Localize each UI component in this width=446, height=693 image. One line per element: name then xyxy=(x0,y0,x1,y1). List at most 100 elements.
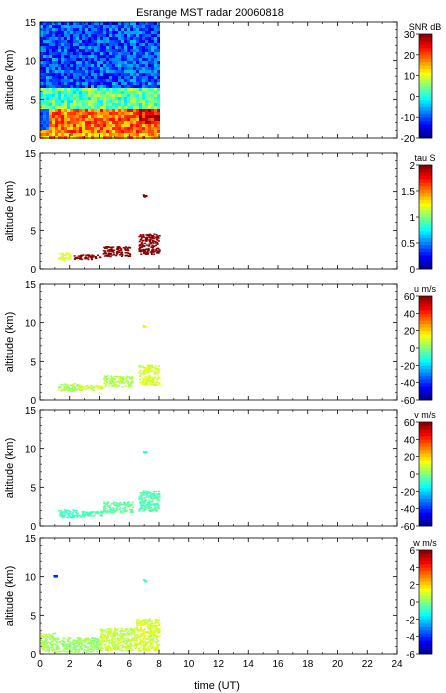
snr-cell xyxy=(145,34,148,37)
data-point xyxy=(92,642,95,645)
data-point xyxy=(140,496,143,498)
data-point xyxy=(119,638,122,641)
data-point xyxy=(139,500,142,503)
snr-cell xyxy=(52,127,55,130)
data-point xyxy=(141,499,143,501)
snr-cell xyxy=(148,40,151,43)
snr-cell xyxy=(97,82,100,85)
data-point xyxy=(109,506,112,509)
snr-cell xyxy=(58,130,61,133)
data-point xyxy=(62,637,65,639)
snr-cell xyxy=(154,133,157,136)
snr-cell xyxy=(142,82,145,85)
snr-cell xyxy=(64,64,67,67)
snr-cell xyxy=(103,73,106,76)
snr-cell xyxy=(145,52,148,55)
snr-cell xyxy=(142,61,145,64)
data-point xyxy=(69,641,72,644)
data-point xyxy=(91,650,94,653)
snr-cell xyxy=(46,22,49,25)
data-point xyxy=(152,248,155,251)
snr-cell xyxy=(88,64,91,67)
snr-cell xyxy=(136,37,139,40)
snr-cell xyxy=(46,52,49,55)
snr-cell xyxy=(142,118,145,121)
data-point xyxy=(126,649,129,652)
data-point xyxy=(155,641,158,644)
snr-cell xyxy=(88,61,91,64)
snr-cell xyxy=(130,85,133,88)
snr-cell xyxy=(49,130,52,133)
snr-cell xyxy=(40,55,43,58)
data-point xyxy=(56,651,59,653)
data-point xyxy=(152,235,155,238)
data-point xyxy=(119,507,122,509)
snr-cell xyxy=(112,61,115,64)
data-point xyxy=(139,373,142,375)
snr-cell xyxy=(73,91,76,94)
x-axis-label: time (UT) xyxy=(194,680,240,692)
data-point xyxy=(150,510,153,512)
data-point xyxy=(135,627,138,629)
data-point xyxy=(74,648,77,650)
data-point xyxy=(106,640,109,642)
snr-cell xyxy=(85,55,88,58)
snr-cell xyxy=(100,25,103,28)
data-point xyxy=(68,645,71,648)
colorbar-segment xyxy=(419,456,432,461)
snr-cell xyxy=(82,91,85,94)
snr-cell xyxy=(127,127,130,130)
snr-cell xyxy=(145,100,148,103)
data-point xyxy=(107,636,109,638)
data-point xyxy=(62,510,65,513)
snr-cell xyxy=(127,91,130,94)
y-axis-label: altitude (km) xyxy=(4,181,16,242)
snr-cell xyxy=(64,109,67,112)
data-point xyxy=(126,505,129,508)
snr-cell xyxy=(145,58,148,61)
data-point xyxy=(146,368,149,370)
snr-cell xyxy=(154,43,157,46)
snr-cell xyxy=(58,121,61,124)
data-point xyxy=(103,252,106,255)
data-point xyxy=(156,378,159,380)
data-point xyxy=(109,255,112,258)
data-point xyxy=(64,512,67,515)
colorbar-segment xyxy=(419,512,432,516)
snr-cell xyxy=(148,88,151,91)
data-point xyxy=(115,504,118,507)
snr-cell xyxy=(79,34,82,37)
snr-cell xyxy=(70,100,73,103)
snr-cell xyxy=(115,55,118,58)
snr-cell xyxy=(112,76,115,79)
snr-cell xyxy=(127,133,130,136)
snr-cell xyxy=(46,136,49,139)
snr-cell xyxy=(151,106,154,109)
snr-cell xyxy=(46,91,49,94)
snr-cell xyxy=(82,121,85,124)
snr-cell xyxy=(130,67,133,70)
data-point xyxy=(47,650,50,653)
data-point xyxy=(107,648,110,650)
data-point xyxy=(139,370,142,372)
snr-cell xyxy=(142,136,145,139)
snr-cell xyxy=(88,109,91,112)
snr-cell xyxy=(151,85,154,88)
colorbar-segment xyxy=(419,372,432,377)
data-point xyxy=(94,644,97,647)
colorbar-tick-label: 10 xyxy=(404,72,416,83)
data-point xyxy=(122,503,125,506)
snr-cell xyxy=(136,112,139,115)
data-point xyxy=(124,246,127,248)
data-point xyxy=(101,386,103,388)
data-point xyxy=(102,510,105,513)
data-point xyxy=(87,511,90,514)
data-point xyxy=(100,635,103,638)
data-point xyxy=(87,514,90,516)
snr-cell xyxy=(142,103,145,106)
snr-cell xyxy=(40,103,43,106)
snr-cell xyxy=(145,31,148,34)
snr-cell xyxy=(64,121,67,124)
snr-cell xyxy=(88,79,91,82)
snr-cell xyxy=(43,79,46,82)
